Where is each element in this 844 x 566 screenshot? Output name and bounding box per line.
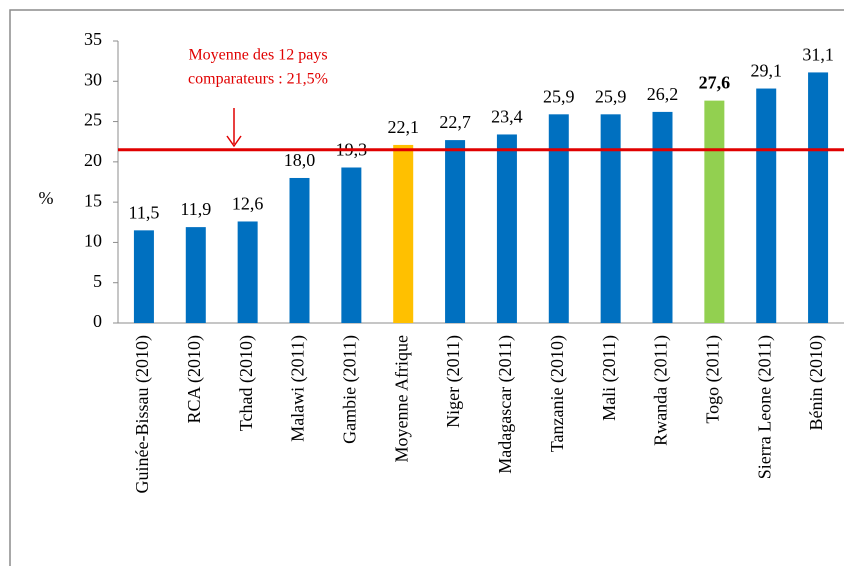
value-label: 26,2 xyxy=(647,84,679,104)
bar xyxy=(289,177,310,323)
y-tick-label: 15 xyxy=(84,190,102,210)
value-label: 25,9 xyxy=(543,86,575,106)
bar xyxy=(704,100,725,323)
value-label: 18,0 xyxy=(284,150,316,170)
annotation: comparateurs : 21,5% xyxy=(188,71,328,88)
bar xyxy=(341,167,362,323)
y-tick-label: 35 xyxy=(84,29,102,49)
x-tick-label: Moyenne Afrique xyxy=(391,335,411,462)
x-tick-label: Malawi (2011) xyxy=(288,335,309,442)
x-tick-label: Tchad (2010) xyxy=(236,335,257,431)
x-tick-label: Sierra Leone (2011) xyxy=(754,335,775,479)
y-axis-label: % xyxy=(39,188,54,208)
bar xyxy=(808,72,829,324)
x-tick-label: Gambie (2011) xyxy=(339,335,360,444)
y-tick-label: 20 xyxy=(84,150,102,170)
x-tick-label: Rwanda (2011) xyxy=(651,335,672,446)
value-label: 22,1 xyxy=(387,117,419,137)
value-label: 23,4 xyxy=(491,107,523,127)
value-label: 22,7 xyxy=(439,112,471,132)
bar xyxy=(496,134,517,323)
bar xyxy=(652,111,673,323)
x-tick-label: Madagascar (2011) xyxy=(495,335,516,474)
value-label: 25,9 xyxy=(595,86,627,106)
y-tick-label: 5 xyxy=(93,271,102,291)
bar xyxy=(445,140,466,323)
bar xyxy=(133,230,154,323)
value-label: 11,9 xyxy=(180,199,211,219)
x-tick-label: Bénin (2010) xyxy=(806,335,827,430)
bar xyxy=(600,114,621,323)
annotation-arrowhead xyxy=(226,135,242,148)
x-tick-label: Mali (2011) xyxy=(599,335,620,421)
x-tick-label: Niger (2011) xyxy=(443,335,464,428)
x-tick-label: RCA (2010) xyxy=(184,335,205,424)
chart-frame xyxy=(9,9,844,566)
bar xyxy=(185,227,206,323)
annotation: Moyenne des 12 pays xyxy=(188,47,327,64)
value-label: 29,1 xyxy=(750,61,782,81)
bar xyxy=(393,144,414,323)
bar xyxy=(237,221,258,323)
y-tick-label: 30 xyxy=(84,69,102,89)
y-tick-label: 10 xyxy=(84,231,102,251)
x-tick-label: Togo (2011) xyxy=(702,335,723,424)
bar xyxy=(756,88,777,323)
value-label: 12,6 xyxy=(232,194,264,214)
y-tick-label: 0 xyxy=(93,311,102,331)
x-tick-label: Guinée-Bissau (2010) xyxy=(132,335,153,493)
x-tick-label: Tanzanie (2010) xyxy=(547,335,568,452)
bar xyxy=(548,114,569,323)
value-label: 27,6 xyxy=(699,73,731,93)
y-tick-label: 25 xyxy=(84,110,102,130)
value-label: 31,1 xyxy=(802,45,834,65)
value-label: 11,5 xyxy=(129,202,160,222)
